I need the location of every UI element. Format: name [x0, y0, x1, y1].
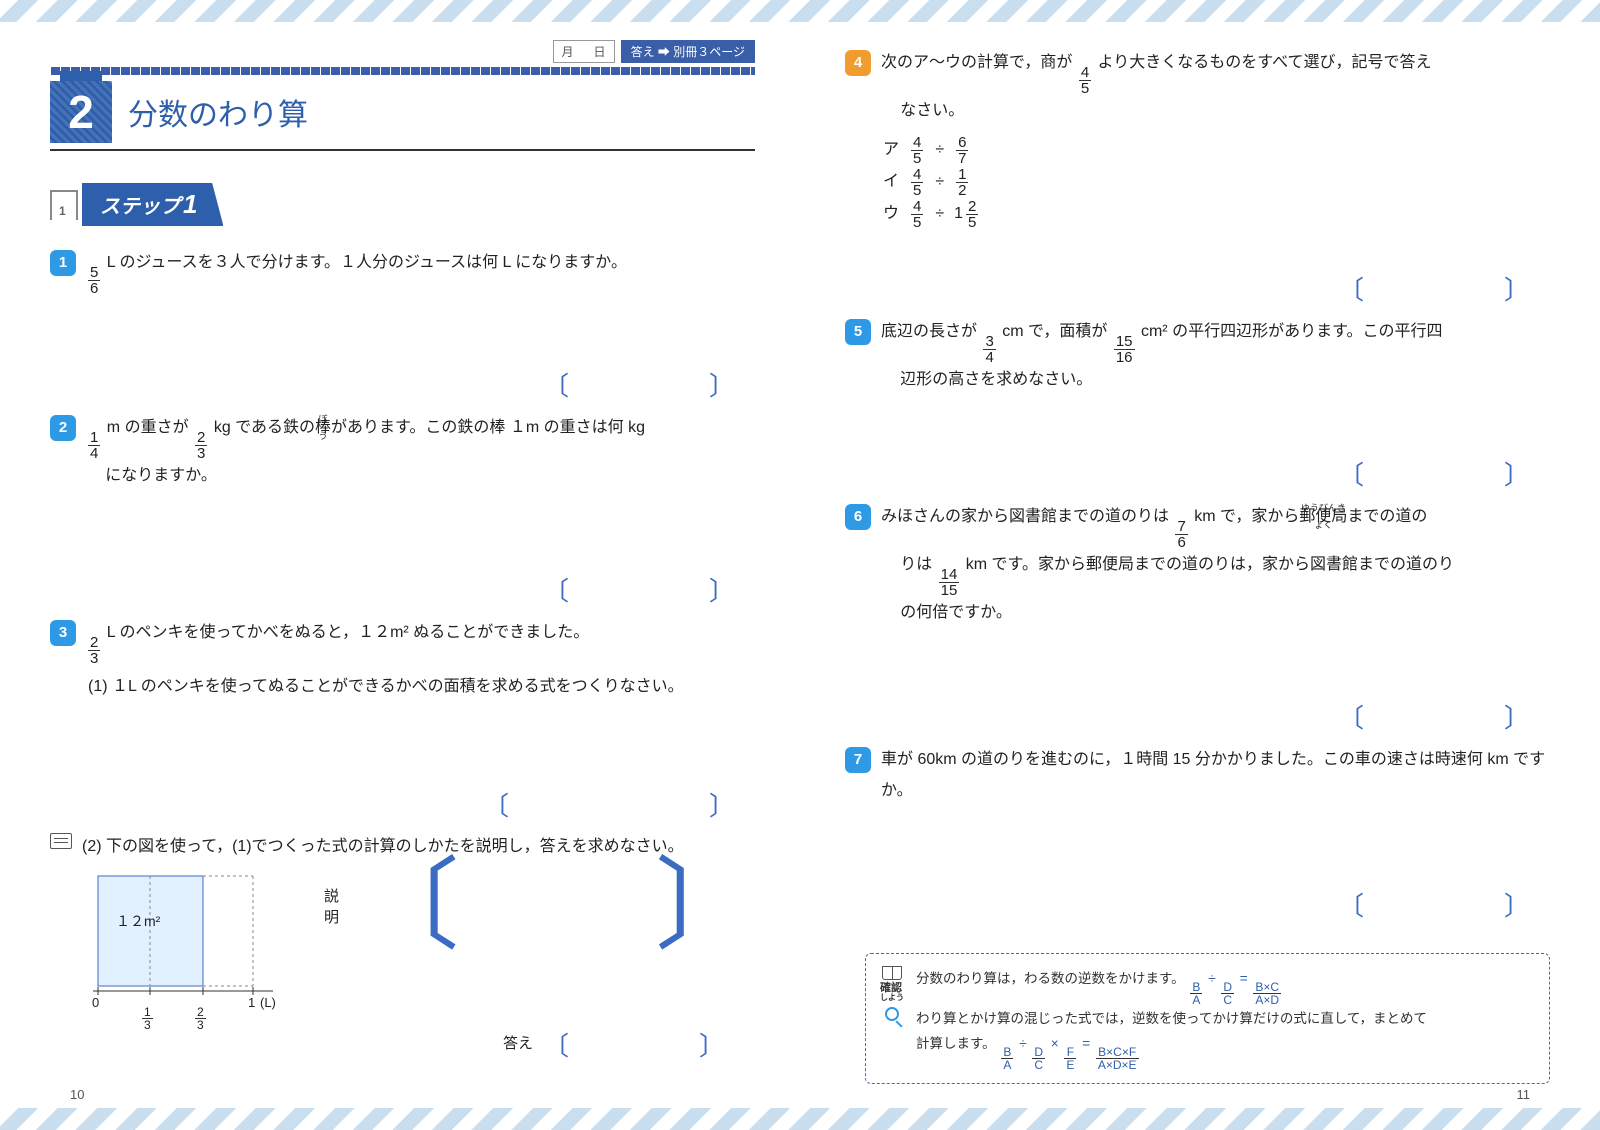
- problem-3: 3 23 L のペンキを使ってかべをぬると，１２m² ぬることができました。 (…: [50, 618, 755, 1064]
- step-tab: ステップ1: [82, 183, 223, 226]
- day-label: 日: [594, 45, 606, 59]
- problem-number-badge: 7: [845, 747, 871, 773]
- page-number: 10: [70, 1087, 84, 1102]
- step-number: 1: [183, 189, 197, 219]
- answer-ref: 答え ➡ 別冊３ページ: [621, 40, 755, 63]
- figure-diagram: １２m² 0 13 23 1 (L): [88, 871, 278, 1026]
- header-bar: 月 日 答え ➡ 別冊３ページ: [50, 40, 755, 63]
- area-label: １２m²: [116, 911, 160, 931]
- figure-row: １２m² 0 13 23 1 (L) 説明 〔 〕: [88, 871, 755, 1026]
- problem-text: 56 L のジュースを３人で分けます。１人分のジュースは何 L になりますか。: [86, 248, 755, 296]
- ruby-bou: ぼう棒: [315, 419, 331, 436]
- problem-text: 次のア～ウの計算で，商が 45 より大きくなるものをすべて選び，記号で答え なさ…: [881, 48, 1550, 126]
- problem-7: 7 車が 60km の道のりを進むのに，１時間 15 分かかりました。この車の速…: [845, 745, 1550, 923]
- review-icon: 確認しよう: [880, 966, 904, 1071]
- book-icon: [882, 966, 902, 980]
- step-pedestal-icon: [50, 190, 78, 220]
- problem-4: 4 次のア～ウの計算で，商が 45 より大きくなるものをすべて選び，記号で答え …: [845, 48, 1550, 307]
- problem-number-badge: 5: [845, 319, 871, 345]
- ruby-yubinkyoku: ゆうびんきょく郵便局: [1299, 508, 1347, 525]
- problem-2: 2 14 m の重さが 23 kg である鉄のぼう棒があります。この鉄の棒 １m…: [50, 413, 755, 608]
- top-stripe: [0, 0, 1600, 22]
- magnifier-icon: [885, 1007, 899, 1021]
- problem-number-badge: 2: [50, 415, 76, 441]
- problem-text: 23 L のペンキを使ってかべをぬると，１２m² ぬることができました。: [86, 618, 755, 666]
- left-page: 月 日 答え ➡ 別冊３ページ 2 分数のわり算 ステップ1 1 56 L: [50, 40, 765, 1120]
- answer-bracket: 〔〕: [845, 455, 1530, 492]
- problem-text: 車が 60km の道のりを進むのに，１時間 15 分かかりました。この車の速さは…: [881, 745, 1550, 806]
- description-icon: [50, 833, 72, 849]
- sub-question-1: (1) １L のペンキを使ってぬることができるかべの面積を求める式をつくりなさい…: [88, 672, 755, 696]
- problem-text: みほさんの家から図書館までの道のりは 76 km で，家からゆうびんきょく郵便局…: [881, 502, 1550, 628]
- answer-bracket: 〔〕: [845, 698, 1530, 735]
- problem-number-badge: 1: [50, 250, 76, 276]
- answer-line: 答え 〔〕: [50, 1026, 725, 1063]
- answer-bracket: 〔〕: [845, 886, 1530, 923]
- big-bracket: 〕: [655, 871, 755, 941]
- right-page: 4 次のア～ウの計算で，商が 45 より大きくなるものをすべて選び，記号で答え …: [845, 40, 1550, 1120]
- date-cell: 月 日: [553, 40, 615, 63]
- big-bracket: 〔: [359, 871, 459, 941]
- note-body: 分数のわり算は，わる数の逆数をかけます。 BA ÷ DC = B×CA×D わり…: [916, 966, 1535, 1071]
- step-label: ステップ: [100, 196, 180, 218]
- page-number: 11: [1517, 1087, 1531, 1102]
- explain-label: 説明: [324, 885, 353, 927]
- problem-number-badge: 4: [845, 50, 871, 76]
- answer-bracket: 〔〕: [50, 366, 735, 403]
- chapter-title: 分数のわり算: [128, 90, 308, 134]
- chapter-header: 2 分数のわり算: [50, 81, 755, 151]
- ruler: [50, 67, 755, 75]
- answer-bracket: 〔〕: [50, 571, 735, 608]
- problem-text: 14 m の重さが 23 kg である鉄のぼう棒があります。この鉄の棒 １m の…: [86, 413, 755, 491]
- answer-label: 答え: [503, 1032, 533, 1063]
- fraction: 56: [88, 265, 100, 296]
- answer-bracket: 〔〕: [50, 786, 735, 823]
- step-banner: ステップ1: [50, 183, 223, 226]
- problem-5: 5 底辺の長さが 34 cm で，面積が 1516 cm² の平行四辺形がありま…: [845, 317, 1550, 492]
- problem-text: 底辺の長さが 34 cm で，面積が 1516 cm² の平行四辺形があります。…: [881, 317, 1550, 395]
- answer-bracket: 〔〕: [845, 270, 1530, 307]
- problem-number-badge: 6: [845, 504, 871, 530]
- chapter-number: 2: [50, 81, 112, 143]
- explain-box: 説明 〔 〕: [318, 871, 755, 941]
- problem-1: 1 56 L のジュースを３人で分けます。１人分のジュースは何 L になりますか…: [50, 248, 755, 403]
- options: ア 45 ÷ 67 イ 45 ÷ 12 ウ 45 ÷ 125: [883, 134, 1550, 230]
- month-label: 月: [562, 45, 574, 59]
- review-note-box: 確認しよう 分数のわり算は，わる数の逆数をかけます。 BA ÷ DC = B×C…: [865, 953, 1550, 1084]
- problem-6: 6 みほさんの家から図書館までの道のりは 76 km で，家からゆうびんきょく郵…: [845, 502, 1550, 735]
- problem-number-badge: 3: [50, 620, 76, 646]
